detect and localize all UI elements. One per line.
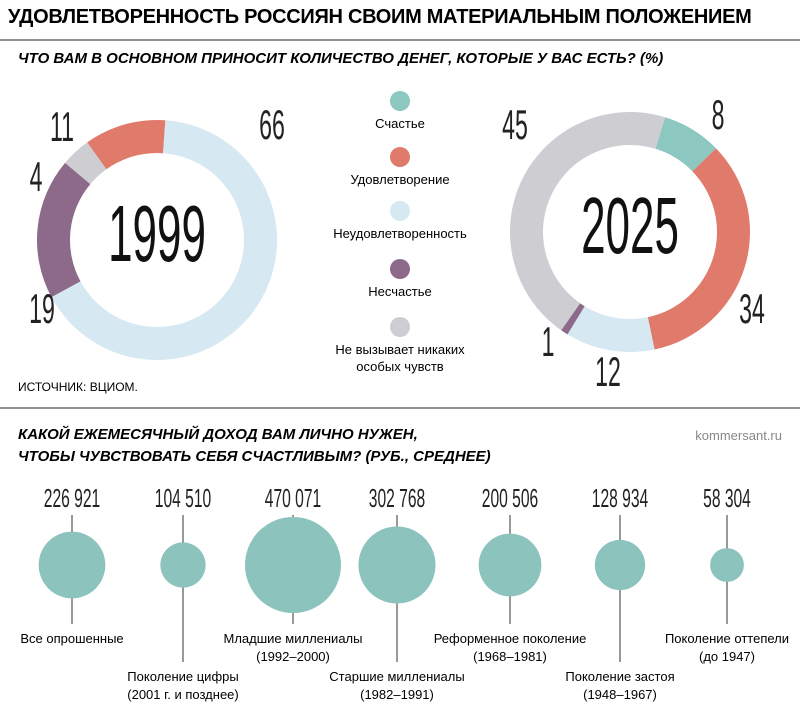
subtitle: КАКОЙ ЕЖЕМЕСЯЧНЫЙ ДОХОД ВАМ ЛИЧНО НУЖЕН,…	[18, 426, 491, 465]
category-label: Старшие миллениалы (1982–1991)	[317, 668, 477, 704]
source: ИСТОЧНИК: ВЦИОМ.	[18, 380, 138, 394]
value-label: 34	[739, 286, 765, 333]
donut-segment	[65, 142, 107, 185]
bubble	[358, 526, 436, 604]
value-label: 58 304	[703, 484, 751, 513]
donut-segment	[37, 162, 91, 298]
donut-segment	[647, 148, 751, 350]
legend-swatch	[390, 259, 410, 279]
value-label: 4	[30, 154, 43, 201]
center-label: 1999	[108, 189, 206, 278]
donut-segment	[561, 303, 585, 335]
legend-label: Удовлетворение	[350, 172, 450, 187]
subtitle: ЧТО ВАМ В ОСНОВНОМ ПРИНОСИТ КОЛИЧЕСТВО Д…	[18, 50, 664, 67]
legend-label: Не вызывает никаких особых чувств	[335, 342, 465, 374]
value-label: 302 768	[369, 484, 425, 513]
donut-segment	[567, 306, 655, 352]
bubble	[594, 539, 646, 591]
donut-segment	[510, 112, 666, 331]
legend-swatch	[390, 147, 410, 167]
value-label: 1	[542, 319, 555, 366]
legend-label: Неудовлетворенность	[333, 226, 467, 241]
credit: kommersant.ru	[695, 428, 782, 443]
value-label: 104 510	[155, 484, 211, 513]
category-label: Поколение оттепели (до 1947)	[647, 630, 800, 666]
center-label: 2025	[581, 181, 679, 270]
category-label: Поколение застоя (1948–1967)	[540, 668, 700, 704]
value-label: 12	[595, 349, 621, 396]
value-label: 19	[29, 286, 55, 333]
category-label: Поколение цифры (2001 г. и позднее)	[103, 668, 263, 704]
donut-segment	[655, 117, 717, 172]
bubble	[160, 542, 206, 588]
value-label: 470 071	[265, 484, 321, 513]
bubble	[710, 548, 744, 582]
bubble	[245, 517, 341, 613]
bubble	[478, 533, 542, 597]
value-label: 11	[50, 104, 74, 151]
value-label: 128 934	[592, 484, 648, 513]
value-label: 226 921	[44, 484, 100, 513]
category-label: Реформенное поколение (1968–1981)	[430, 630, 590, 666]
category-label: Все опрошенные	[0, 630, 152, 648]
donut-segment	[51, 120, 278, 360]
title: УДОВЛЕТВОРЕННОСТЬ РОССИЯН СВОИМ МАТЕРИАЛ…	[8, 6, 752, 28]
legend-label: Несчастье	[368, 284, 432, 299]
value-label: 200 506	[482, 484, 538, 513]
value-label: 8	[712, 92, 725, 139]
value-label: 45	[502, 102, 528, 149]
category-label: Младшие миллениалы (1992–2000)	[213, 630, 373, 666]
value-label: 66	[259, 102, 285, 149]
legend-swatch	[390, 91, 410, 111]
legend-label: Счастье	[375, 116, 425, 131]
legend-swatch	[390, 317, 410, 337]
legend-swatch	[390, 201, 410, 221]
donut-segment	[87, 120, 166, 170]
bubble	[38, 531, 106, 599]
